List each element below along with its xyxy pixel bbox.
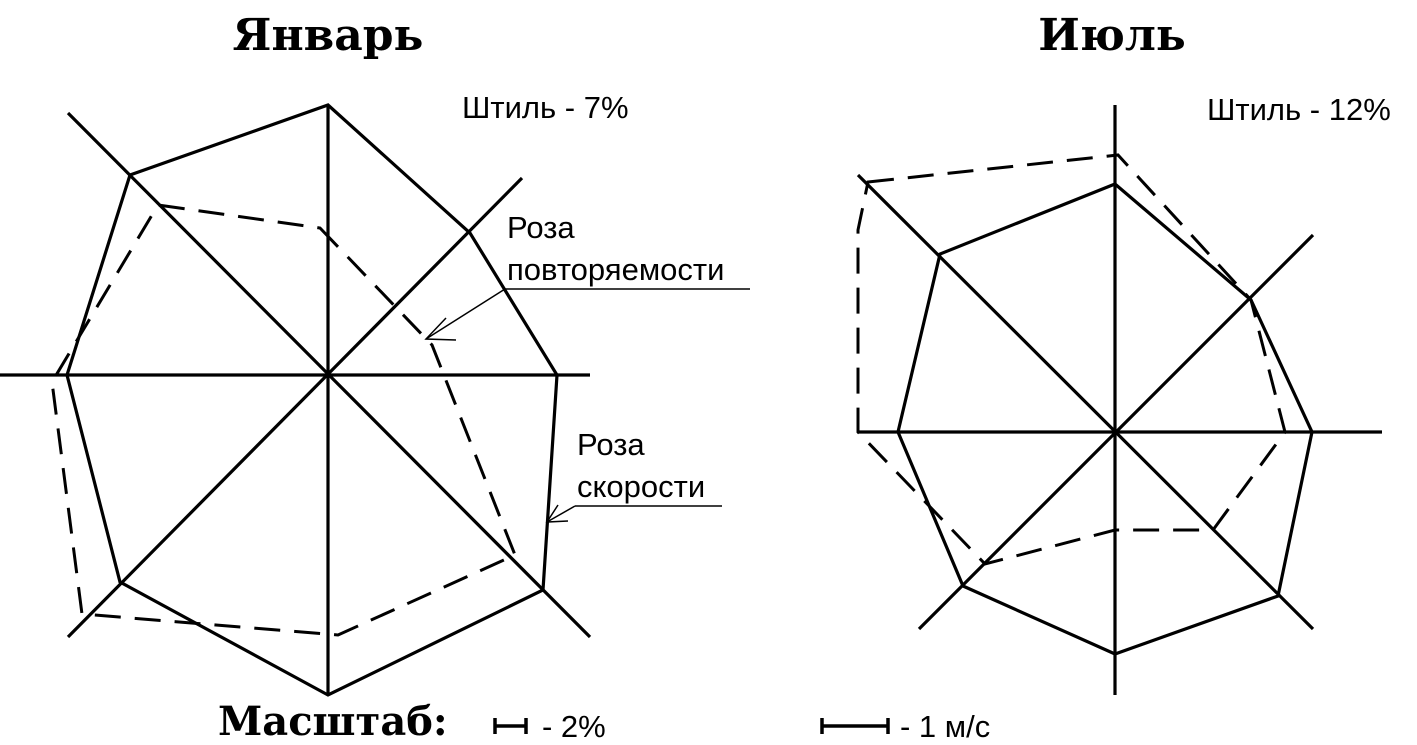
scale-speed-bar: [820, 718, 890, 734]
scale-title: Масштаб:: [218, 698, 448, 745]
january-frequency-label-line2: повторяемости: [507, 252, 724, 287]
january-title: Январь: [233, 10, 424, 61]
january-speed-rose: [65, 103, 559, 697]
january-frequency-arrowhead: [424, 317, 457, 341]
july-frequency-rose: [856, 153, 1287, 566]
scale-legend: Масштаб: - 2% - 1 м/с: [218, 698, 990, 745]
july-calm-label: Штиль - 12%: [1207, 92, 1391, 127]
july-title: Июль: [1038, 10, 1186, 61]
january-frequency-pointer: [425, 288, 506, 340]
january-frequency-rose: [50, 203, 517, 637]
july-axis-nw-se: [856, 173, 1315, 631]
july-axes: [856, 105, 1382, 695]
january-speed-arrowhead: [545, 504, 569, 523]
january-rose: Январь Штиль - 7% Роза повторяемости Роз…: [0, 10, 750, 697]
january-axes: [0, 105, 592, 695]
scale-percent-label: - 2%: [542, 709, 606, 744]
january-speed-pointer: [546, 505, 576, 523]
july-rose: Июль Штиль - 12%: [856, 10, 1391, 695]
january-calm-label: Штиль - 7%: [462, 90, 629, 125]
scale-speed-label: - 1 м/с: [900, 709, 990, 744]
july-speed-rose: [896, 182, 1314, 656]
january-speed-label-line1: Роза: [577, 427, 645, 462]
january-axis-sw-ne: [66, 176, 524, 639]
january-speed-label-line2: скорости: [577, 469, 705, 504]
scale-percent-bar: [493, 718, 528, 734]
january-frequency-label-line1: Роза: [507, 210, 575, 245]
